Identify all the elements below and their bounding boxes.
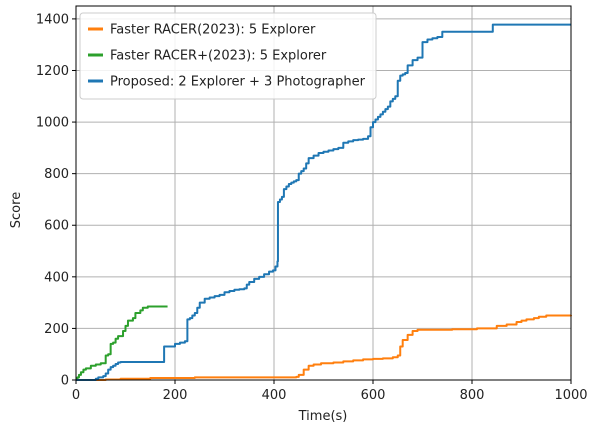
y-tick-label: 0 xyxy=(61,374,69,389)
series-line-2 xyxy=(76,23,571,381)
x-tick-label: 400 xyxy=(262,388,287,403)
legend: Faster RACER(2023): 5 Explorer Faster RAC… xyxy=(79,12,377,100)
series-line-1 xyxy=(76,305,168,381)
y-tick-label: 1400 xyxy=(36,12,69,27)
x-tick-label: 1000 xyxy=(554,388,587,403)
series-layer xyxy=(76,23,572,381)
y-axis-title: Score xyxy=(9,192,24,228)
x-axis-ticks: 0 200 400 600 800 1000 xyxy=(72,380,588,403)
y-tick-label: 600 xyxy=(44,219,69,234)
legend-box xyxy=(79,12,377,100)
y-tick-label: 1000 xyxy=(36,116,69,131)
x-tick-label: 0 xyxy=(72,388,80,403)
y-tick-label: 800 xyxy=(44,167,69,182)
x-tick-label: 800 xyxy=(460,388,485,403)
x-tick-label: 200 xyxy=(163,388,188,403)
y-tick-label: 200 xyxy=(44,322,69,337)
y-tick-label: 1200 xyxy=(36,64,69,79)
legend-label-0: Faster RACER(2023): 5 Explorer xyxy=(110,23,316,38)
plot-frame xyxy=(75,5,572,381)
series-line-0 xyxy=(76,314,572,381)
y-axis-ticks: 0 200 400 600 800 1000 1200 1400 xyxy=(36,12,76,389)
x-tick-label: 600 xyxy=(361,388,386,403)
legend-label-1: Faster RACER+(2023): 5 Explorer xyxy=(110,49,327,64)
y-tick-label: 400 xyxy=(44,270,69,285)
legend-label-2: Proposed: 2 Explorer + 3 Photographer xyxy=(110,75,366,90)
x-axis-title: Time(s) xyxy=(298,409,348,424)
